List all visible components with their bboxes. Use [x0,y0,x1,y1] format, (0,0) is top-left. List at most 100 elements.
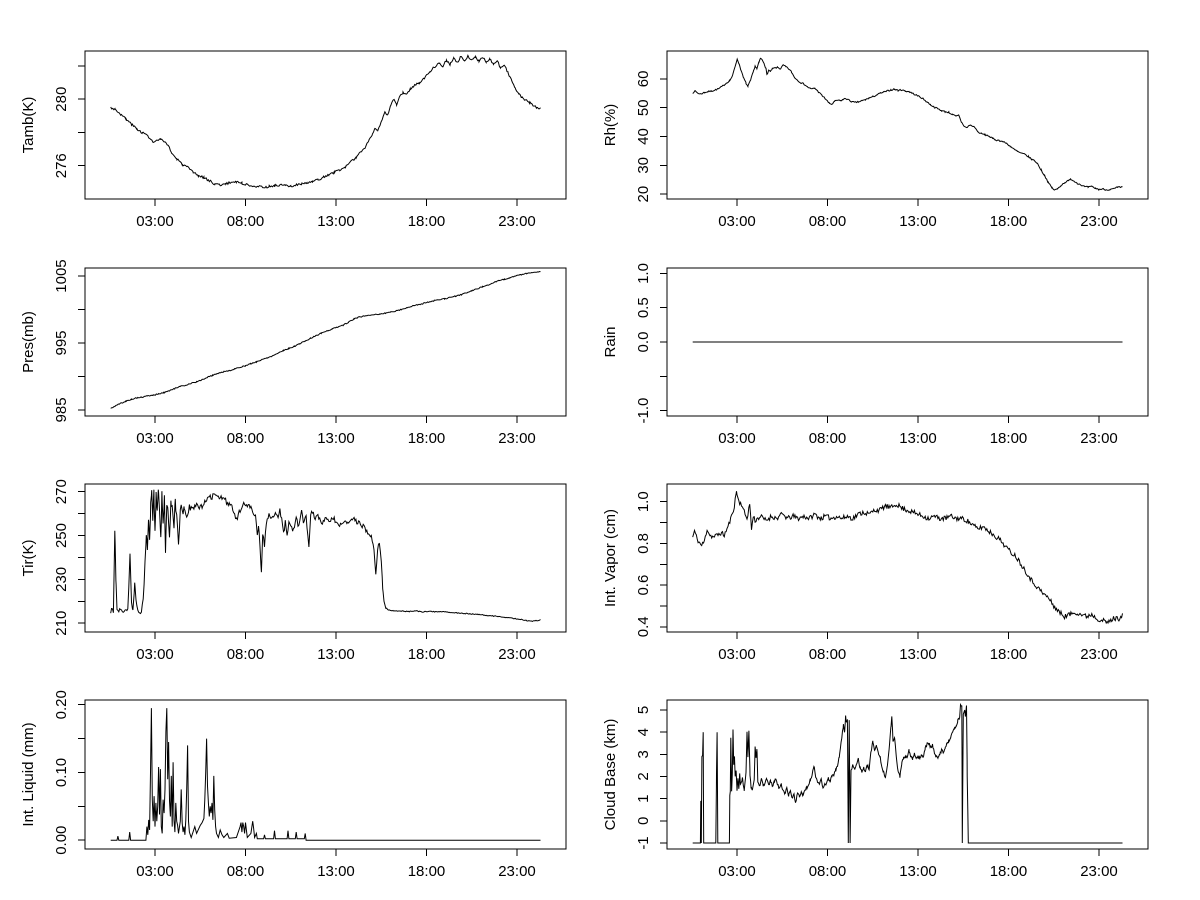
y-tick-label: 0.5 [635,297,652,318]
y-tick-label: 0.4 [635,616,652,637]
x-tick-label: 08:00 [809,213,847,230]
plot-box [84,699,567,850]
x-tick-label: 23:00 [498,646,536,663]
series-line [692,702,1123,844]
x-tick-label: 18:00 [408,863,446,880]
series-line [110,489,541,622]
y-tick-label: 0.0 [635,332,652,353]
x-tick-label: 08:00 [809,430,847,447]
y-tick-label: 230 [53,567,70,592]
y-tick-label: 210 [53,611,70,636]
x-tick-label: 08:00 [227,863,265,880]
x-tick-label: 03:00 [718,863,756,880]
x-tick-label: 03:00 [718,213,756,230]
x-tick-label: 18:00 [408,646,446,663]
plot-pres: 985 995 1005 03:00 08:00 13:00 18:00 23:00 Pres(… [20,259,567,447]
x-tick-label: 13:00 [317,213,355,230]
y-axis-title: Tir(K) [20,540,37,577]
y-axis-title: Int. Vapor (cm) [602,509,619,607]
x-tick-label: 08:00 [227,646,265,663]
plot-box [84,483,567,633]
plot-vapor: 0.4 0.6 0.8 1.0 03:00 08:00 13:00 18:00 23:00 Int… [602,483,1149,663]
x-tick-label: 13:00 [899,213,937,230]
x-tick-label: 08:00 [809,646,847,663]
plot-cloudbase: -1 0 1 2 3 4 5 03:00 08:00 13:00 18:00 23:00 Cloud B… [602,699,1149,880]
x-tick-label: 08:00 [227,430,265,447]
series-line [692,57,1123,192]
y-tick-label: 20 [635,186,652,203]
y-tick-label: 60 [635,71,652,88]
x-tick-label: 18:00 [990,863,1028,880]
y-tick-label: 30 [635,157,652,174]
x-tick-label: 23:00 [1080,213,1118,230]
series-line [110,54,541,189]
y-tick-label: 4 [635,728,652,736]
plot-box [84,267,567,417]
x-tick-label: 08:00 [227,213,265,230]
x-tick-label: 18:00 [408,213,446,230]
y-tick-label: 0.8 [635,533,652,554]
y-tick-label: 995 [53,330,70,355]
x-tick-label: 23:00 [1080,430,1118,447]
series-line [692,491,1123,625]
y-tick-label: -1.0 [635,398,652,424]
y-tick-label: 0 [635,817,652,825]
plot-rh: 20 30 40 50 60 03:00 08:00 13:00 18:00 23:00 Rh(%) [602,50,1149,230]
y-tick-label: 1 [635,794,652,802]
x-tick-label: 23:00 [1080,646,1118,663]
y-tick-label: 0.20 [53,690,70,719]
x-tick-label: 23:00 [498,430,536,447]
x-tick-label: 23:00 [498,213,536,230]
plot-liquid: 0.00 0.10 0.20 03:00 08:00 13:00 18:00 23:00 Int… [20,690,567,880]
x-tick-label: 13:00 [899,863,937,880]
y-tick-label: 1.0 [635,263,652,284]
y-axis-title: Pres(mb) [20,311,37,373]
x-tick-label: 18:00 [990,430,1028,447]
y-tick-label: 40 [635,128,652,145]
x-tick-label: 03:00 [718,646,756,663]
series-line [110,708,541,841]
x-tick-label: 23:00 [1080,863,1118,880]
x-tick-label: 03:00 [718,430,756,447]
x-tick-label: 18:00 [990,213,1028,230]
x-tick-label: 18:00 [408,430,446,447]
y-tick-label: -1 [635,836,652,849]
series-line [110,270,541,409]
x-tick-label: 18:00 [990,646,1028,663]
y-tick-label: 250 [53,523,70,548]
plot-box [666,699,1149,850]
y-tick-label: 0.6 [635,575,652,596]
y-tick-label: 50 [635,99,652,116]
y-axis-title: Cloud Base (km) [602,719,619,831]
x-tick-label: 03:00 [136,430,174,447]
x-tick-label: 03:00 [136,863,174,880]
y-tick-label: 1.0 [635,491,652,512]
x-tick-label: 13:00 [899,646,937,663]
x-tick-label: 13:00 [317,646,355,663]
x-tick-label: 13:00 [317,430,355,447]
x-tick-label: 03:00 [136,646,174,663]
y-tick-label: 0.10 [53,758,70,787]
plot-tamb: 276 280 03:00 08:00 13:00 18:00 23:00 Tamb(K) [20,50,567,230]
y-tick-label: 270 [53,479,70,504]
x-tick-label: 03:00 [136,213,174,230]
y-axis-title: Tamb(K) [20,97,37,154]
y-axis-title: Rain [602,327,619,358]
plot-rain: -1.0 0.0 0.5 1.0 03:00 08:00 13:00 18:00 23:00 Ra… [602,263,1149,447]
y-tick-label: 276 [53,153,70,178]
x-tick-label: 13:00 [317,863,355,880]
y-axis-title: Rh(%) [602,104,619,147]
y-axis-title: Int. Liquid (mm) [20,722,37,826]
plot-tir: 210 230 250 270 03:00 08:00 13:00 18:00 23:00 Tir… [20,479,567,663]
y-tick-label: 985 [53,397,70,422]
y-tick-label: 280 [53,87,70,112]
y-tick-label: 1005 [53,259,70,292]
x-tick-label: 13:00 [899,430,937,447]
y-tick-label: 2 [635,772,652,780]
plot-box [666,50,1149,200]
y-tick-label: 5 [635,706,652,714]
x-tick-label: 23:00 [498,863,536,880]
y-tick-label: 0.00 [53,826,70,855]
